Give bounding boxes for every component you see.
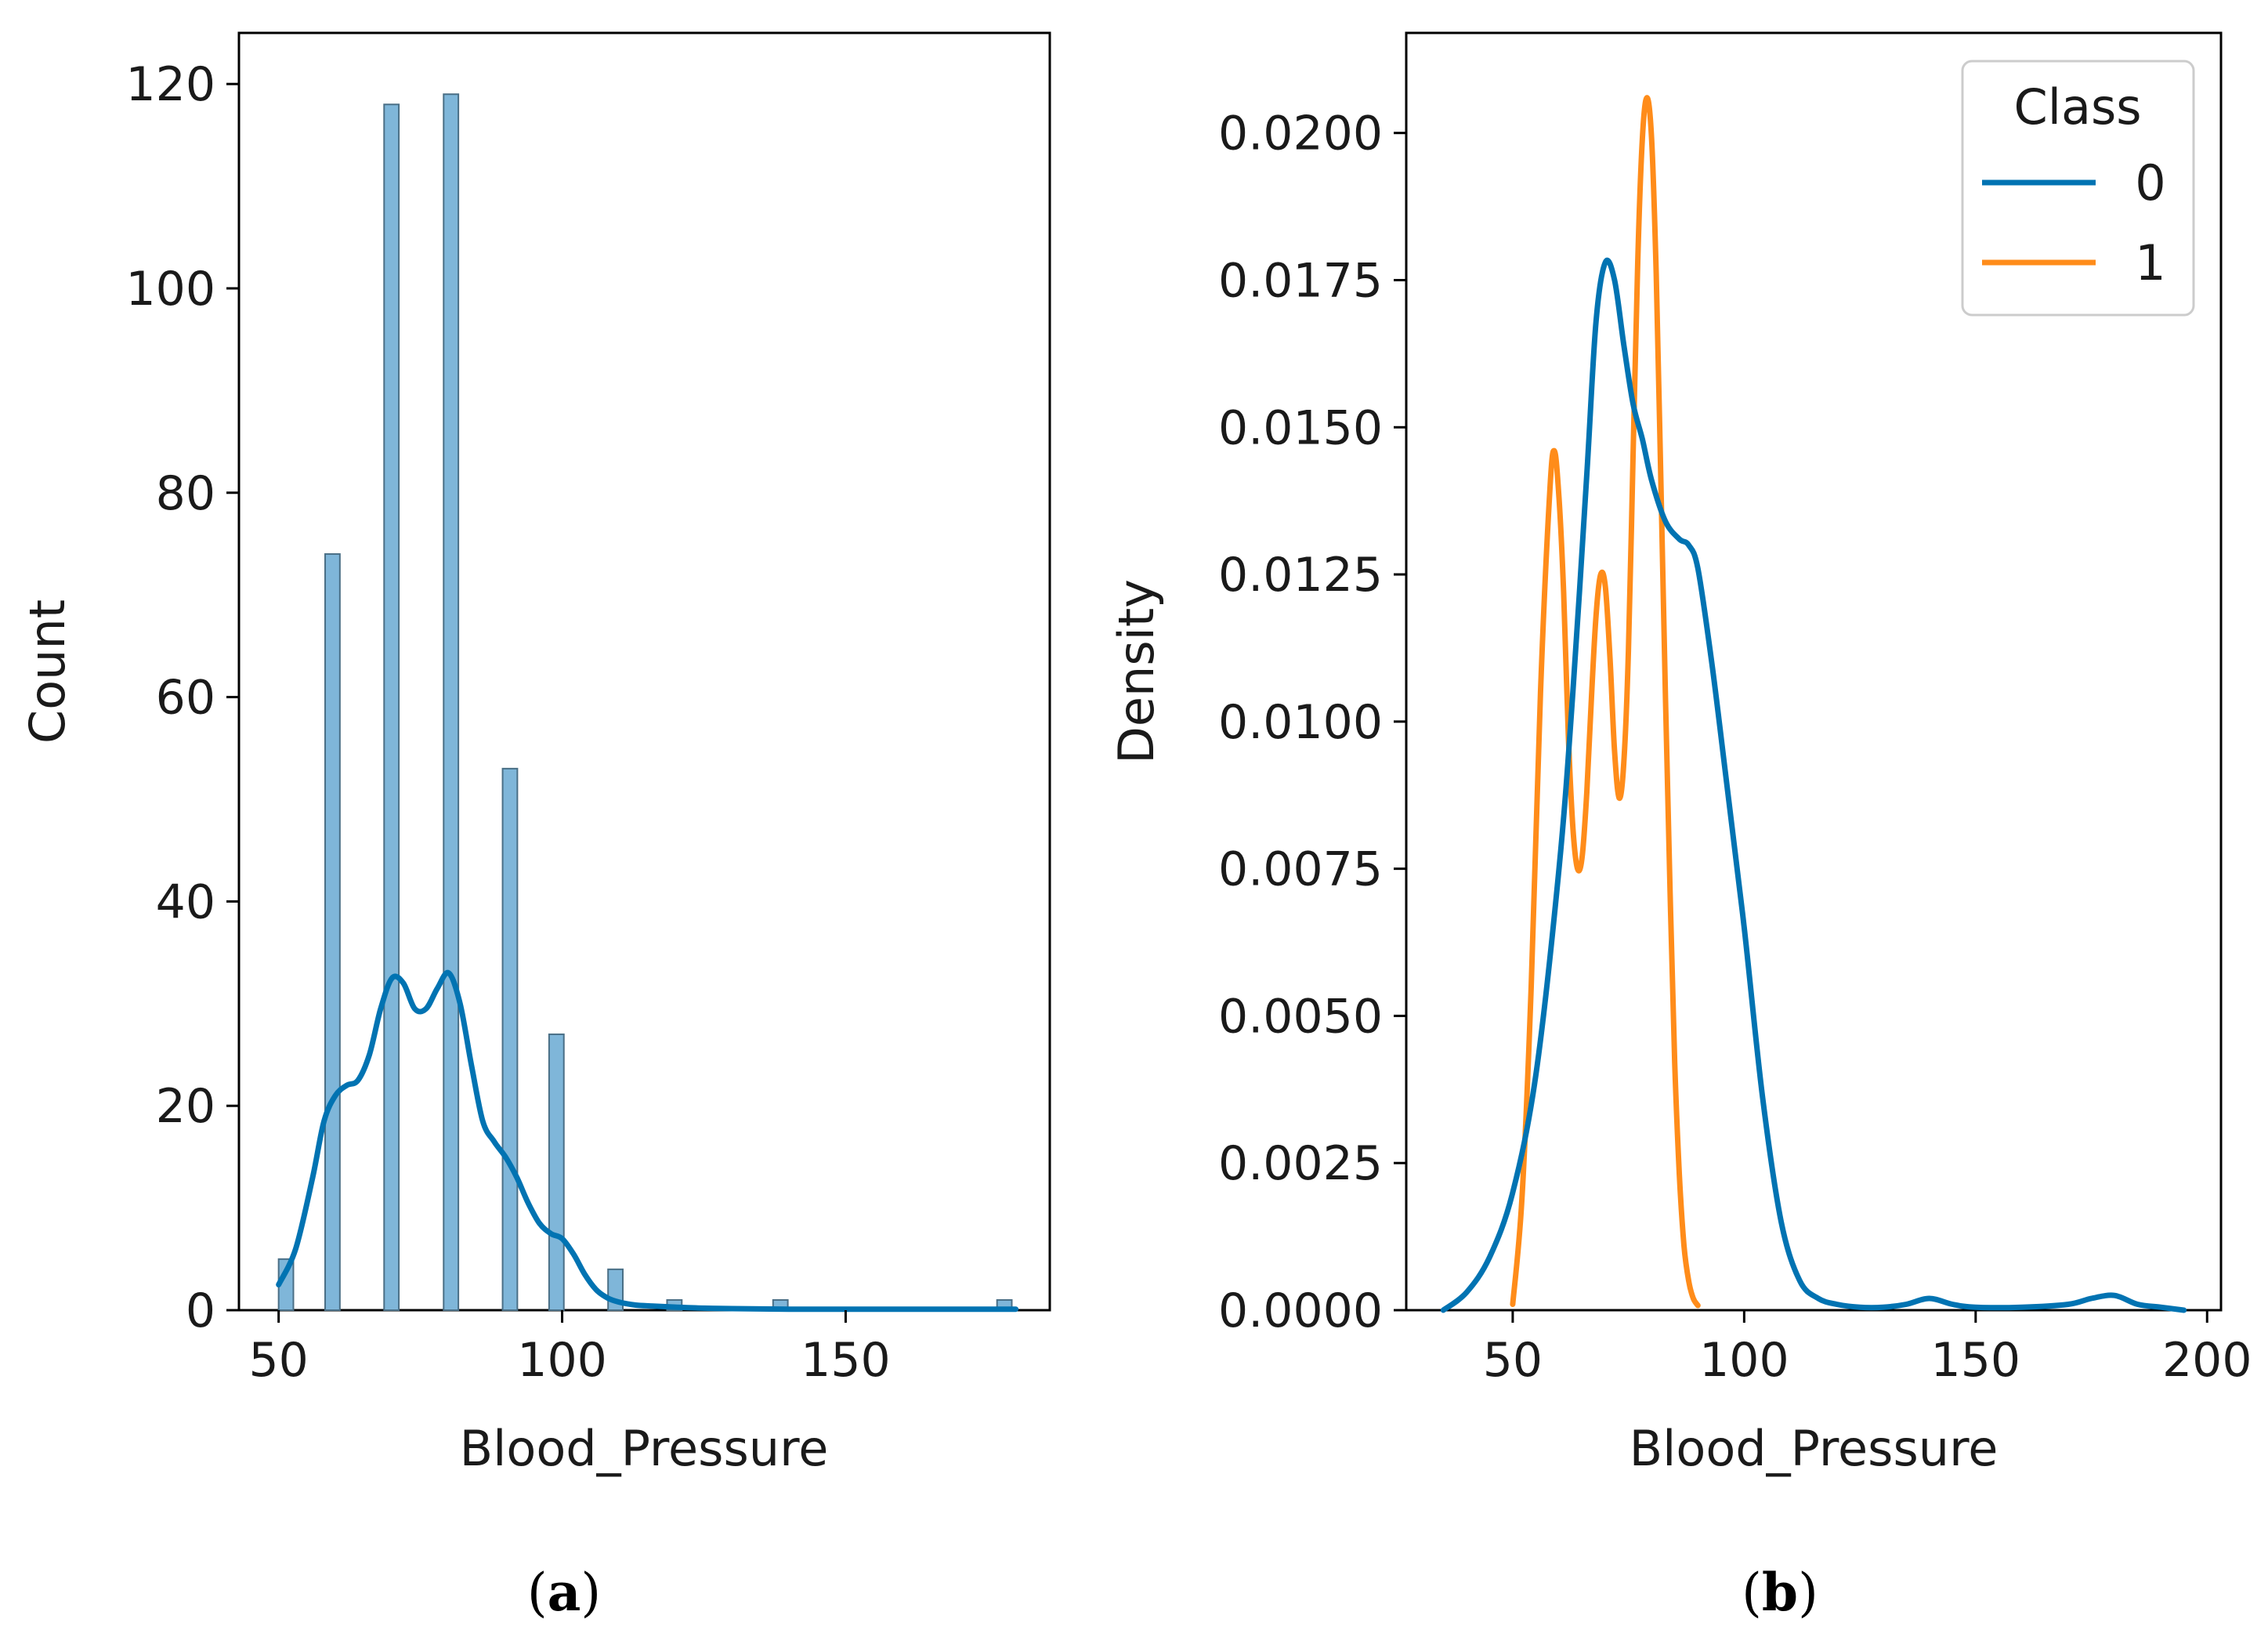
panel-b-y-ticks: 0.0000 0.0025 0.0050 0.0075 0.0100 0.0125 0.01…	[1218, 107, 1406, 1338]
panel-b-y-tick-label: 0.0125	[1218, 548, 1383, 603]
panel-b-series-0-line	[1440, 257, 2187, 1313]
panel-b-y-tick-label: 0.0150	[1218, 400, 1383, 455]
panel-a-bar-4	[501, 767, 519, 1311]
panel-a-y-ticks: 0 20 40 60 80 100 120	[125, 57, 239, 1338]
legend-label-1: 1	[2135, 234, 2165, 292]
panel-a-bar-1	[324, 553, 341, 1311]
panel-b-y-tick-label: 0.0200	[1218, 107, 1383, 161]
panel-a-caption-letter: a	[548, 1562, 581, 1623]
panel-a-x-axis-label: Blood_Pressure	[460, 1420, 829, 1477]
panel-b-y-tick-label: 0.0075	[1218, 842, 1383, 897]
panel-a-bar-3	[443, 93, 460, 1312]
panel-b-series-1-line	[1510, 95, 1701, 1309]
legend-label-0: 0	[2135, 154, 2165, 212]
panel-b-x-tick-label: 100	[1699, 1333, 1789, 1388]
panel-a-bar-5	[548, 1033, 565, 1312]
panel-a-y-tick-label: 60	[156, 671, 215, 726]
panel-a-plot-frame	[237, 31, 1051, 1312]
panel-b-caption-letter: b	[1762, 1562, 1798, 1623]
panel-a-caption: (a)	[527, 1562, 601, 1623]
panel-b-y-tick-label: 0.0000	[1218, 1284, 1383, 1338]
panel-a-kde-line	[276, 969, 1019, 1313]
panel-b-caption: (b)	[1742, 1562, 1818, 1623]
panel-b-x-axis-label: Blood_Pressure	[1630, 1420, 1999, 1477]
panel-a-x-ticks: 50 100 150	[248, 1310, 891, 1388]
panel-a-y-tick-label: 100	[125, 262, 215, 317]
panel-a-y-tick-label: 40	[156, 875, 215, 929]
panel-b-y-axis-label: Density	[1108, 579, 1165, 764]
panel-b-x-tick-label: 200	[2162, 1333, 2252, 1388]
panel-b-x-tick-label: 150	[1931, 1333, 2021, 1388]
panel-a-y-tick-label: 120	[125, 57, 215, 112]
legend-title: Class	[2013, 78, 2141, 136]
legend-box	[1961, 60, 2195, 317]
panel-a-x-tick-label: 100	[517, 1333, 607, 1388]
panel-a-y-tick-label: 20	[156, 1079, 215, 1134]
panel-a-y-axis-label: Count	[19, 599, 76, 744]
panel-a-bars	[277, 93, 1013, 1312]
panel-b-density: 50 100 150 200 0.0000 0.0025 0.0050 0.0075 0.01…	[1108, 31, 2252, 1623]
panel-b-y-tick-label: 0.0025	[1218, 1136, 1383, 1191]
panel-a-x-tick-label: 150	[801, 1333, 891, 1388]
panel-b-y-tick-label: 0.0175	[1218, 253, 1383, 308]
panel-b-y-tick-label: 0.0100	[1218, 695, 1383, 750]
panel-a-y-tick-label: 0	[186, 1284, 215, 1338]
panel-b-x-ticks: 50 100 150 200	[1483, 1310, 2252, 1388]
panel-b-x-tick-label: 50	[1483, 1333, 1543, 1388]
panel-a-y-tick-label: 80	[156, 466, 215, 521]
panel-b-plot-frame	[1405, 31, 2223, 1312]
panel-b-y-tick-label: 0.0050	[1218, 989, 1383, 1044]
panel-b-legend: Class 0 1	[1961, 60, 2195, 317]
panel-a-bar-2	[383, 103, 400, 1311]
panel-a-x-tick-label: 50	[248, 1333, 308, 1388]
